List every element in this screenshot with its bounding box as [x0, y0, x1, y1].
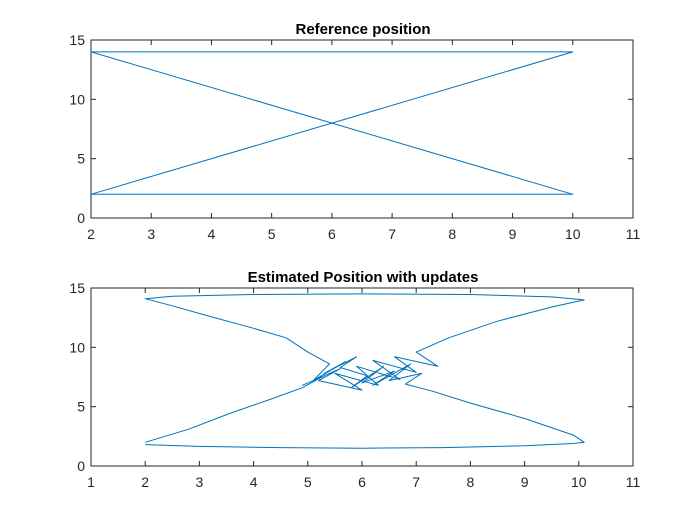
y-tick-label: 15 — [69, 280, 85, 296]
x-tick-label: 10 — [571, 474, 587, 490]
series-group — [144, 293, 585, 449]
series-group — [90, 51, 574, 195]
x-tick-label: 4 — [250, 474, 258, 490]
x-tick-label: 7 — [412, 474, 420, 490]
x-tick-label: 9 — [521, 474, 529, 490]
x-tick-label: 8 — [448, 226, 456, 242]
reference-position-plot: Reference position 2 3 4 5 6 7 8 9 10 11 0 5 10 15 — [69, 21, 640, 242]
estimated-position-plot: Estimated Position with updates 1 2 3 4 5 6 7 8… — [69, 269, 640, 490]
y-tick-label: 10 — [69, 91, 85, 107]
axis-ticks — [90, 39, 634, 219]
x-tick-label: 4 — [208, 226, 216, 242]
series-line — [90, 51, 574, 195]
x-tick-label: 9 — [509, 226, 517, 242]
x-tick-label: 6 — [358, 474, 366, 490]
y-tick-label: 0 — [77, 210, 85, 226]
y-tick-label: 15 — [69, 32, 85, 48]
chart-title: Estimated Position with updates — [248, 269, 479, 286]
x-tick-label: 2 — [141, 474, 149, 490]
tick-labels: 1 2 3 4 5 6 7 8 9 10 11 0 5 10 15 — [69, 280, 640, 490]
x-tick-label: 3 — [196, 474, 204, 490]
x-tick-label: 10 — [565, 226, 581, 242]
y-tick-label: 0 — [77, 458, 85, 474]
x-tick-label: 2 — [87, 226, 95, 242]
axis-ticks — [90, 287, 634, 467]
y-tick-label: 5 — [77, 399, 85, 415]
x-tick-label: 5 — [268, 226, 276, 242]
x-tick-label: 7 — [388, 226, 396, 242]
tick-labels: 2 3 4 5 6 7 8 9 10 11 0 5 10 15 — [69, 32, 640, 242]
x-tick-label: 11 — [626, 474, 641, 490]
x-tick-label: 6 — [328, 226, 336, 242]
x-tick-label: 1 — [87, 474, 95, 490]
x-tick-label: 8 — [467, 474, 475, 490]
x-tick-label: 11 — [626, 226, 641, 242]
y-tick-label: 5 — [77, 151, 85, 167]
x-tick-label: 3 — [147, 226, 155, 242]
series-line — [144, 293, 585, 449]
plot-area — [90, 287, 634, 467]
y-tick-label: 10 — [69, 339, 85, 355]
chart-title: Reference position — [295, 21, 430, 38]
x-tick-label: 5 — [304, 474, 312, 490]
plot-area — [90, 39, 634, 219]
